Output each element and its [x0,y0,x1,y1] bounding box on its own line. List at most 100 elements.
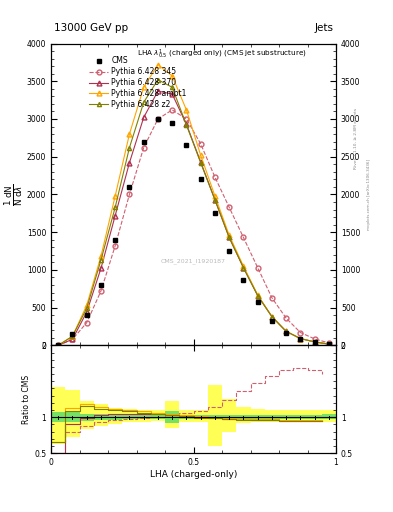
Pythia 6.428 345 [141,144,146,151]
Pythia 6.428 ambt1 [170,73,174,79]
Pythia 6.428 370 [327,341,331,347]
Pythia 6.428 345 [213,174,217,180]
Text: LHA $\lambda^{1}_{0.5}$ (charged only) (CMS jet substructure): LHA $\lambda^{1}_{0.5}$ (charged only) (… [137,48,307,61]
CMS [227,248,231,254]
Pythia 6.428 ambt1 [141,84,146,90]
Pythia 6.428 370 [113,212,118,219]
Pythia 6.428 z2 [284,328,288,334]
CMS [70,331,75,337]
Pythia 6.428 z2 [127,144,132,151]
Pythia 6.428 z2 [198,160,203,166]
Text: Rivet 3.1.10, ≥ 2.8M events: Rivet 3.1.10, ≥ 2.8M events [354,108,358,169]
Pythia 6.428 ambt1 [255,292,260,298]
Pythia 6.428 345 [270,295,274,301]
Pythia 6.428 345 [298,329,303,335]
Pythia 6.428 z2 [170,84,174,90]
Pythia 6.428 345 [327,340,331,346]
Pythia 6.428 345 [227,204,231,210]
CMS [241,276,246,283]
Text: mcplots.cern.ch [arXiv:1306.3436]: mcplots.cern.ch [arXiv:1306.3436] [367,159,371,230]
CMS [170,120,174,126]
Pythia 6.428 345 [170,107,174,113]
CMS [270,318,274,324]
Pythia 6.428 345 [156,116,160,122]
Pythia 6.428 345 [99,288,103,294]
CMS [198,176,203,182]
Pythia 6.428 370 [141,114,146,120]
Pythia 6.428 ambt1 [113,193,118,199]
CMS [99,282,103,288]
Pythia 6.428 345 [241,234,246,241]
Text: Jets: Jets [314,23,333,33]
Pythia 6.428 370 [255,292,260,298]
Pythia 6.428 ambt1 [270,313,274,319]
Pythia 6.428 345 [284,315,288,321]
Pythia 6.428 370 [56,342,61,348]
Pythia 6.428 z2 [327,341,331,347]
Pythia 6.428 345 [255,265,260,271]
Pythia 6.428 370 [227,234,231,241]
Pythia 6.428 370 [84,309,89,315]
Pythia 6.428 ambt1 [227,232,231,238]
Pythia 6.428 345 [184,116,189,122]
Pythia 6.428 ambt1 [84,302,89,308]
Pythia 6.428 370 [270,313,274,319]
Pythia 6.428 ambt1 [198,152,203,158]
Pythia 6.428 ambt1 [184,107,189,113]
CMS [312,339,317,345]
Pythia 6.428 z2 [241,265,246,271]
Pythia 6.428 345 [84,319,89,326]
Pythia 6.428 345 [198,141,203,147]
Pythia 6.428 ambt1 [127,131,132,137]
Pythia 6.428 370 [241,265,246,271]
Pythia 6.428 z2 [270,313,274,319]
Pythia 6.428 ambt1 [156,61,160,68]
Line: Pythia 6.428 ambt1: Pythia 6.428 ambt1 [56,62,331,348]
Pythia 6.428 z2 [84,305,89,311]
Pythia 6.428 370 [198,159,203,165]
Pythia 6.428 370 [312,339,317,345]
Y-axis label: $\frac{1}{\mathrm{N}}\frac{\mathrm{dN}}{\mathrm{d}\lambda}$: $\frac{1}{\mathrm{N}}\frac{\mathrm{dN}}{… [4,183,25,205]
Pythia 6.428 z2 [141,99,146,105]
Pythia 6.428 z2 [255,292,260,298]
Pythia 6.428 z2 [298,335,303,342]
Pythia 6.428 ambt1 [312,339,317,345]
Line: CMS: CMS [56,117,331,348]
Pythia 6.428 z2 [99,257,103,263]
Pythia 6.428 ambt1 [70,333,75,339]
Line: Pythia 6.428 370: Pythia 6.428 370 [56,89,331,348]
CMS [184,142,189,148]
Pythia 6.428 345 [113,243,118,249]
Pythia 6.428 z2 [213,197,217,203]
Pythia 6.428 370 [298,335,303,342]
Pythia 6.428 ambt1 [298,335,303,342]
Pythia 6.428 ambt1 [56,342,61,348]
Pythia 6.428 370 [127,160,132,166]
Pythia 6.428 345 [127,191,132,198]
Pythia 6.428 ambt1 [327,341,331,347]
Pythia 6.428 ambt1 [99,253,103,260]
Pythia 6.428 z2 [156,77,160,83]
Pythia 6.428 370 [213,197,217,203]
Pythia 6.428 ambt1 [213,193,217,199]
CMS [213,210,217,217]
Legend: CMS, Pythia 6.428 345, Pythia 6.428 370, Pythia 6.428 ambt1, Pythia 6.428 z2: CMS, Pythia 6.428 345, Pythia 6.428 370,… [89,56,187,109]
Line: Pythia 6.428 z2: Pythia 6.428 z2 [56,78,331,348]
CMS [298,336,303,342]
Pythia 6.428 z2 [70,333,75,339]
CMS [56,342,61,348]
CMS [127,184,132,190]
Pythia 6.428 370 [184,121,189,127]
CMS [156,116,160,122]
Pythia 6.428 z2 [184,122,189,128]
Pythia 6.428 345 [70,336,75,343]
Pythia 6.428 z2 [113,204,118,210]
Text: CMS_2021_I1920187: CMS_2021_I1920187 [161,258,226,264]
Pythia 6.428 370 [99,265,103,271]
CMS [255,299,260,305]
CMS [113,237,118,243]
CMS [327,341,331,347]
Pythia 6.428 370 [70,336,75,343]
Y-axis label: Ratio to CMS: Ratio to CMS [22,375,31,424]
Pythia 6.428 345 [312,336,317,342]
